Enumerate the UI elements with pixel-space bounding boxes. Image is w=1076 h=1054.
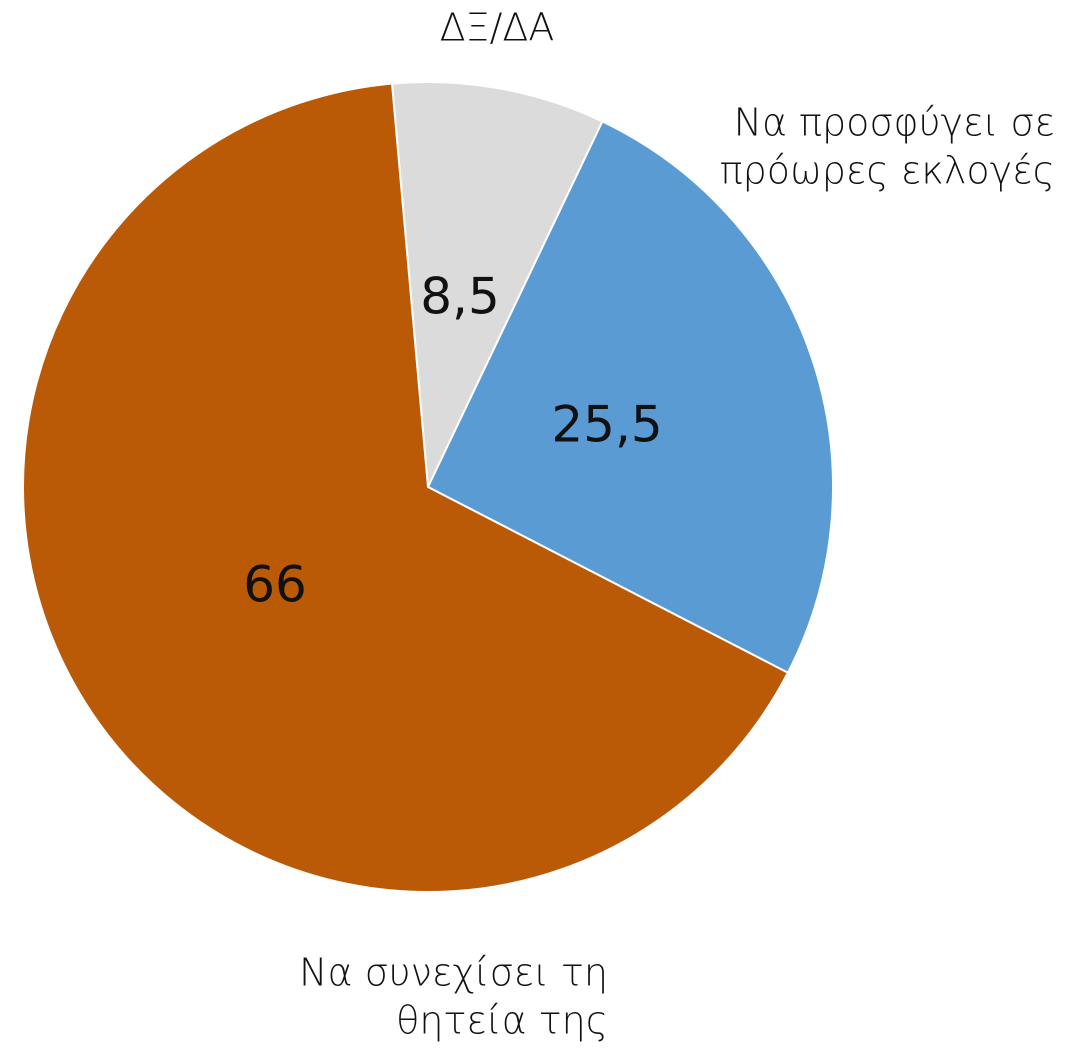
pie-slice: [426, 120, 834, 675]
value-label: 66: [243, 556, 307, 614]
category-label: πρόωρες εκλογές: [720, 149, 1055, 193]
value-label: 25,5: [551, 396, 662, 454]
category-label: Να συνεχίσει τη: [299, 951, 608, 995]
category-label: ΔΞ/ΔΑ: [440, 6, 555, 50]
value-label: 8,5: [420, 268, 500, 326]
pie-slice: [390, 81, 604, 491]
pie-slice: [22, 82, 790, 893]
category-label: θητεία της: [396, 999, 608, 1043]
category-label: Να προσφύγει σε: [734, 101, 1055, 145]
